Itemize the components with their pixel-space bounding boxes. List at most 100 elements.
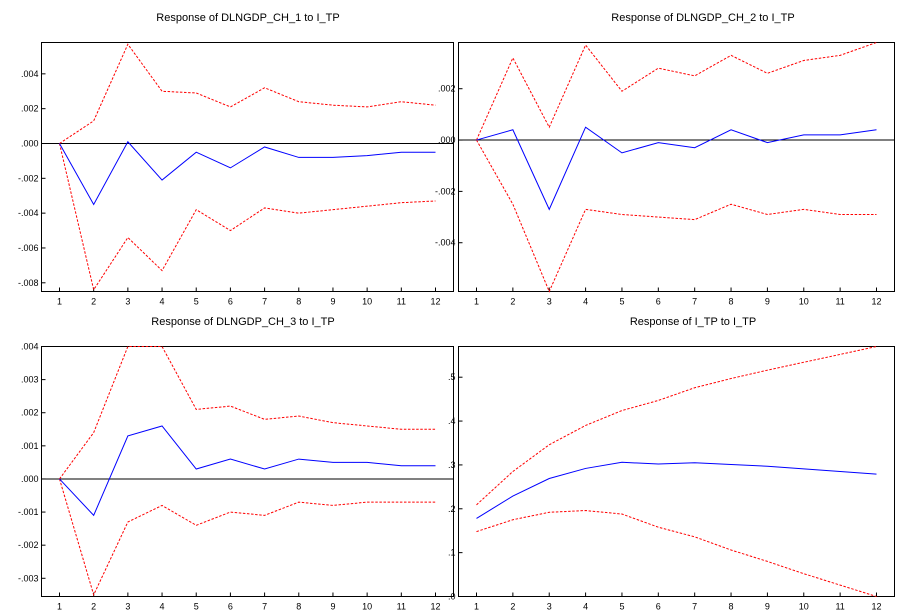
series-lines-4: [476, 346, 877, 597]
y-tick-label: -.004: [18, 208, 39, 218]
y-tick-label: -.002: [18, 540, 39, 550]
y-tick-label: .002: [21, 408, 39, 418]
y-tick-label: -.002: [18, 173, 39, 183]
x-tick-label: 9: [330, 297, 335, 307]
chart-title-2: Response of DLNGDP_CH_2 to I_TP: [611, 12, 794, 24]
x-tick-label: 11: [397, 297, 406, 307]
series-line-lower: [476, 139, 877, 293]
x-tick-label: 6: [656, 297, 661, 307]
series-line-lower: [59, 478, 436, 597]
x-tick-label: 10: [799, 297, 809, 307]
x-tick-label: 7: [262, 297, 267, 307]
x-tick-labels-1: 1 2 3 4 5 6 7 8 9 10 11 12: [57, 297, 441, 307]
chart-panel-1: Response of DLNGDP_CH_1 to I_TP .004 .002…: [18, 12, 454, 307]
x-tick-label: 8: [729, 297, 734, 307]
x-tick-label: 11: [835, 602, 844, 612]
x-tick-label: 3: [125, 297, 130, 307]
y-tick-label: -.001: [18, 507, 39, 517]
y-tick-label: .000: [21, 138, 39, 148]
x-tick-label: 9: [330, 602, 335, 612]
y-tick-label: .002: [21, 104, 39, 114]
x-tick-label: 11: [397, 602, 406, 612]
x-tick-label: 7: [692, 602, 697, 612]
x-tick-labels-2: 1 2 3 4 5 6 7 8 9 10 11 12: [474, 297, 882, 307]
x-tick-label: 1: [474, 297, 479, 307]
y-tick-label: -.004: [435, 238, 456, 248]
chart-title-4: Response of I_TP to I_TP: [630, 316, 756, 328]
x-tick-label: 10: [799, 602, 809, 612]
x-tick-label: 3: [125, 602, 130, 612]
gridlines-1: [41, 73, 454, 292]
x-tick-label: 4: [160, 602, 165, 612]
x-tick-label: 8: [729, 602, 734, 612]
y-tick-label: -.006: [18, 243, 39, 253]
y-tick-label: .5: [448, 372, 456, 382]
y-tick-label: -.008: [18, 278, 39, 288]
y-tick-label: .001: [21, 441, 39, 451]
y-tick-label: .4: [448, 416, 456, 426]
series-line-lower: [59, 143, 436, 292]
y-tick-labels-3: .004 .003 .002 .001 .000 -.001 -.002 -.003: [18, 342, 39, 584]
series-line-lower: [476, 510, 877, 597]
x-tick-label: 7: [692, 297, 697, 307]
y-tick-label: .003: [21, 375, 39, 385]
y-tick-label: .1: [448, 548, 456, 558]
x-tick-label: 6: [656, 602, 661, 612]
x-tick-label: 4: [583, 602, 588, 612]
plot-frame-3: [41, 346, 454, 597]
x-tick-label: 1: [57, 297, 62, 307]
x-tick-label: 2: [510, 297, 515, 307]
x-tick-label: 12: [871, 297, 881, 307]
x-tick-label: 2: [91, 602, 96, 612]
x-tick-label: 8: [296, 297, 301, 307]
x-tick-label: 6: [228, 297, 233, 307]
y-tick-label: .2: [448, 504, 456, 514]
plot-frame-4: [458, 346, 895, 597]
y-tick-label: .000: [438, 135, 456, 145]
x-tick-label: 6: [228, 602, 233, 612]
chart-title-3: Response of DLNGDP_CH_3 to I_TP: [151, 316, 334, 328]
y-tick-label: -.003: [18, 573, 39, 583]
x-tick-label: 3: [547, 602, 552, 612]
y-tick-label: .000: [21, 474, 39, 484]
series-line-upper: [476, 42, 877, 141]
x-tick-label: 12: [871, 602, 881, 612]
x-tick-label: 8: [296, 602, 301, 612]
gridlines-3: [41, 346, 454, 597]
plot-frame-1: [41, 42, 454, 292]
x-tick-labels-4: 1 2 3 4 5 6 7 8 9 10 11 12: [474, 602, 882, 612]
gridlines-4: [458, 376, 877, 597]
x-tick-label: 9: [765, 297, 770, 307]
x-tick-label: 5: [619, 297, 624, 307]
x-tick-label: 10: [362, 297, 372, 307]
chart-panel-2: Response of DLNGDP_CH_2 to I_TP .002 .000…: [435, 12, 895, 307]
x-tick-label: 5: [619, 602, 624, 612]
y-tick-label: .004: [21, 342, 39, 352]
y-tick-label: -.002: [435, 186, 456, 196]
x-tick-label: 2: [510, 602, 515, 612]
series-lines-2: [476, 42, 877, 293]
y-tick-label: .3: [448, 460, 456, 470]
plot-frame-2: [458, 42, 895, 292]
series-line-upper: [59, 43, 436, 144]
series-lines-1: [59, 43, 436, 292]
x-tick-label: 1: [57, 602, 62, 612]
y-tick-label: .0: [448, 592, 456, 602]
x-tick-label: 5: [194, 602, 199, 612]
gridlines-2: [458, 88, 895, 292]
chart-panel-3: Response of DLNGDP_CH_3 to I_TP .004 .003…: [18, 316, 454, 612]
x-tick-label: 12: [430, 297, 440, 307]
y-tick-label: .004: [21, 69, 39, 79]
x-tick-labels-3: 1 2 3 4 5 6 7 8 9 10 11 12: [57, 602, 441, 612]
y-tick-labels-2: .002 .000 -.002 -.004: [435, 84, 456, 248]
x-tick-label: 10: [362, 602, 372, 612]
y-tick-labels-4: .5 .4 .3 .2 .1 .0: [448, 372, 456, 601]
series-line-upper: [59, 346, 436, 480]
y-tick-labels-1: .004 .002 .000 -.002 -.004 -.006 -.008: [18, 69, 39, 288]
series-line-response: [59, 140, 436, 206]
series-line-response: [476, 126, 877, 211]
x-tick-label: 5: [194, 297, 199, 307]
x-tick-label: 1: [474, 602, 479, 612]
